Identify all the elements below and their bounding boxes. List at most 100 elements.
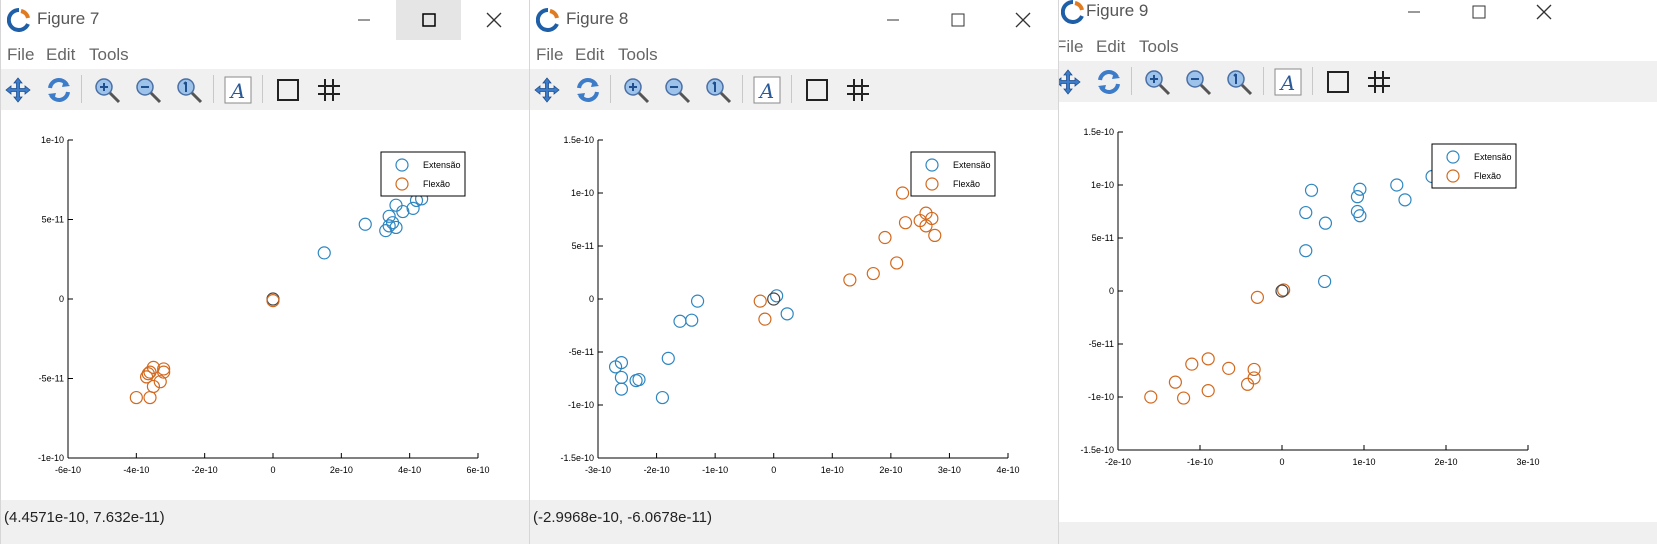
toolbar-separator <box>81 75 82 103</box>
zoom-in-button[interactable] <box>91 74 123 106</box>
x-tick-label: 0 <box>270 465 275 475</box>
menu-file[interactable]: File <box>1058 37 1084 56</box>
zoom-out-button[interactable] <box>661 74 693 106</box>
menu-file[interactable]: File <box>7 45 35 64</box>
data-point <box>157 362 171 376</box>
text-tool-button[interactable]: A <box>222 74 254 106</box>
menu-edit[interactable]: Edit <box>1096 37 1126 56</box>
data-point <box>317 246 331 260</box>
zoom-reset-button[interactable] <box>702 74 734 106</box>
text-tool-button[interactable]: A <box>1272 66 1304 98</box>
zoom-out-button[interactable] <box>1182 66 1214 98</box>
data-point <box>1240 377 1255 391</box>
box-tool-button[interactable] <box>1322 66 1354 98</box>
close-button[interactable] <box>1511 0 1576 32</box>
zoom-out-button[interactable] <box>132 74 164 106</box>
pan-button[interactable] <box>2 74 34 106</box>
minimize-button[interactable] <box>860 0 925 40</box>
data-point <box>143 390 157 405</box>
minimize-button[interactable] <box>331 0 396 40</box>
zoom-in-button[interactable] <box>1141 66 1173 98</box>
box-tool-icon <box>1327 71 1349 93</box>
title-bar[interactable]: Figure 9 <box>1059 0 1657 32</box>
x-tick-label: 2e-10 <box>330 465 353 475</box>
title-bar[interactable]: Figure 7 <box>1 0 529 40</box>
plot-area[interactable]: -2e-10 -1e-10 0 1e-10 2e-10 3e-10 -1.5e-10 -1e-… <box>1059 0 1657 522</box>
data-point <box>866 266 880 281</box>
close-button[interactable] <box>990 0 1055 40</box>
legend-label-flexao: Flexão <box>953 179 980 189</box>
y-tick-label: -5e-11 <box>569 347 594 357</box>
status-bar <box>1059 522 1657 544</box>
data-point <box>1185 357 1199 371</box>
data-point <box>629 374 643 388</box>
x-tick-label: -2e-10 <box>1105 457 1131 467</box>
y-tick-label: 5e-11 <box>1092 233 1114 243</box>
title-bar[interactable]: Figure 8 <box>530 0 1058 40</box>
pan-button[interactable] <box>531 74 563 106</box>
y-tick-label: 0 <box>59 294 64 304</box>
data-point <box>157 365 171 379</box>
y-tick-label: -5e-11 <box>39 374 64 384</box>
zoom-in-button[interactable] <box>620 74 652 106</box>
data-point <box>396 204 410 219</box>
rotate-button[interactable] <box>43 74 75 106</box>
window-title: Figure 7 <box>37 9 100 28</box>
x-tick-label: -6e-10 <box>55 465 81 475</box>
menu-edit[interactable]: Edit <box>46 45 76 64</box>
y-tick-label: 1.5e-10 <box>563 135 594 145</box>
plot-area[interactable]: -3e-10 -2e-10 -1e-10 0 1e-10 2e-10 3e-10 4e-10 -… <box>530 0 1058 500</box>
maximize-button[interactable] <box>396 0 461 40</box>
grid-button[interactable] <box>1363 66 1395 98</box>
scilab-app-icon <box>7 8 30 32</box>
x-tick-label: 2e-10 <box>879 465 902 475</box>
x-tick-label: 3e-10 <box>938 465 961 475</box>
data-point <box>685 313 699 327</box>
maximize-icon <box>1472 5 1485 19</box>
menu-tools[interactable]: Tools <box>1139 37 1179 56</box>
data-point <box>780 307 794 321</box>
grid-button[interactable] <box>313 74 345 106</box>
legend-box <box>1431 143 1517 189</box>
x-tick-label: 1e-10 <box>1352 457 1375 467</box>
box-tool-button[interactable] <box>801 74 833 106</box>
rotate-icon <box>577 78 599 102</box>
plot-area[interactable]: -6e-10 -4e-10 -2e-10 0 2e-10 4e-10 6e-10 -1e-10… <box>1 0 529 500</box>
zoom-reset-button[interactable] <box>173 74 205 106</box>
toolbar-separator <box>1263 67 1264 95</box>
maximize-button[interactable] <box>1446 0 1511 32</box>
text-tool-icon: A <box>1274 68 1302 96</box>
figure-9-window: Figure 9 File Edit Tools A -2e-10 -1e-10 0… <box>1058 0 1657 544</box>
text-tool-button[interactable]: A <box>751 74 783 106</box>
y-tick-label: -1.5e-10 <box>560 453 594 463</box>
y-tick-label: 1e-10 <box>1091 180 1114 190</box>
box-tool-button[interactable] <box>272 74 304 106</box>
close-icon <box>1536 4 1551 20</box>
maximize-button[interactable] <box>925 0 990 40</box>
data-point <box>1299 205 1313 220</box>
pan-button[interactable] <box>1059 66 1084 98</box>
pan-icon <box>5 77 31 103</box>
grid-button[interactable] <box>842 74 874 106</box>
zoom-out-icon <box>1186 70 1212 96</box>
zoom-reset-button[interactable] <box>1223 66 1255 98</box>
minimize-icon <box>357 19 370 21</box>
maximize-icon <box>951 13 964 27</box>
data-point <box>614 382 629 396</box>
rotate-button[interactable] <box>1093 66 1125 98</box>
svg-text:A: A <box>1279 71 1295 95</box>
status-bar: (-2.9968e-10, -6.0678e-11) <box>530 500 1058 544</box>
maximize-icon <box>421 13 436 27</box>
minimize-button[interactable] <box>1381 0 1446 32</box>
menu-tools[interactable]: Tools <box>618 45 658 64</box>
data-point <box>1299 244 1313 258</box>
close-button[interactable] <box>461 0 526 40</box>
menu-file[interactable]: File <box>536 45 564 64</box>
x-tick-label: -1e-10 <box>702 465 728 475</box>
menu-edit[interactable]: Edit <box>575 45 605 64</box>
data-point <box>614 370 629 385</box>
rotate-button[interactable] <box>572 74 604 106</box>
x-tick-label: 3e-10 <box>1516 457 1539 467</box>
menu-tools[interactable]: Tools <box>89 45 129 64</box>
y-tick-label: 5e-11 <box>572 241 594 251</box>
